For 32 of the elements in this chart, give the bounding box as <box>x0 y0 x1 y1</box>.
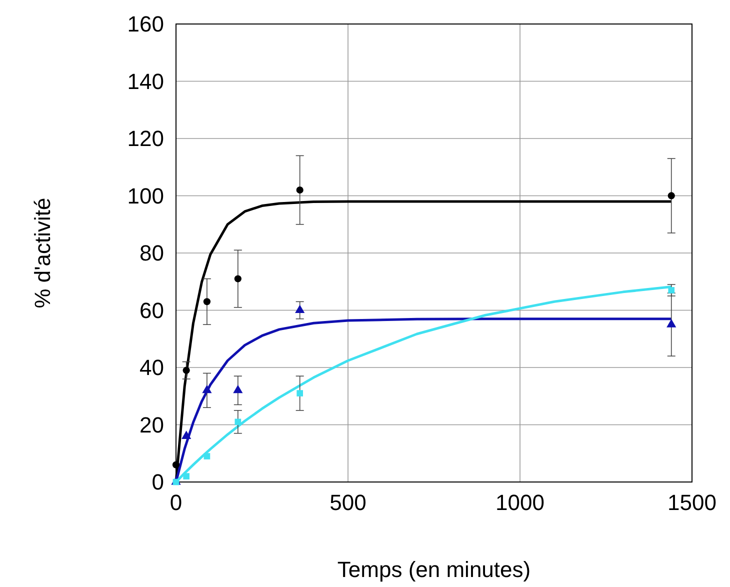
point <box>172 461 180 468</box>
y-axis-title: % d'activité <box>30 198 55 308</box>
point <box>234 418 242 426</box>
point <box>668 287 675 294</box>
point <box>296 390 304 396</box>
x-tick-label: 0 <box>170 490 182 515</box>
point <box>182 430 192 439</box>
y-tick-label: 120 <box>127 126 164 152</box>
y-tick-label: 80 <box>140 240 164 266</box>
point <box>295 304 305 314</box>
point <box>183 473 190 480</box>
y-tick-label: 100 <box>127 183 164 208</box>
point <box>234 275 242 282</box>
y-tick-label: 20 <box>140 412 164 438</box>
x-tick-label: 500 <box>330 490 366 515</box>
point <box>666 319 676 328</box>
y-tick-label: 40 <box>140 355 164 380</box>
point <box>233 384 243 394</box>
point <box>182 366 190 374</box>
point <box>204 453 210 460</box>
point <box>296 186 304 194</box>
point <box>172 478 180 486</box>
y-tick-label: 160 <box>127 12 164 37</box>
point <box>202 384 212 394</box>
x-tick-label: 1000 <box>496 490 544 515</box>
y-tick-label: 0 <box>152 470 164 495</box>
point <box>203 298 211 306</box>
y-tick-label: 140 <box>127 68 164 94</box>
y-tick-label: 60 <box>140 298 164 323</box>
x-axis-title: Temps (en minutes) <box>337 557 531 582</box>
point <box>668 192 675 200</box>
x-tick-label: 1500 <box>668 490 716 515</box>
